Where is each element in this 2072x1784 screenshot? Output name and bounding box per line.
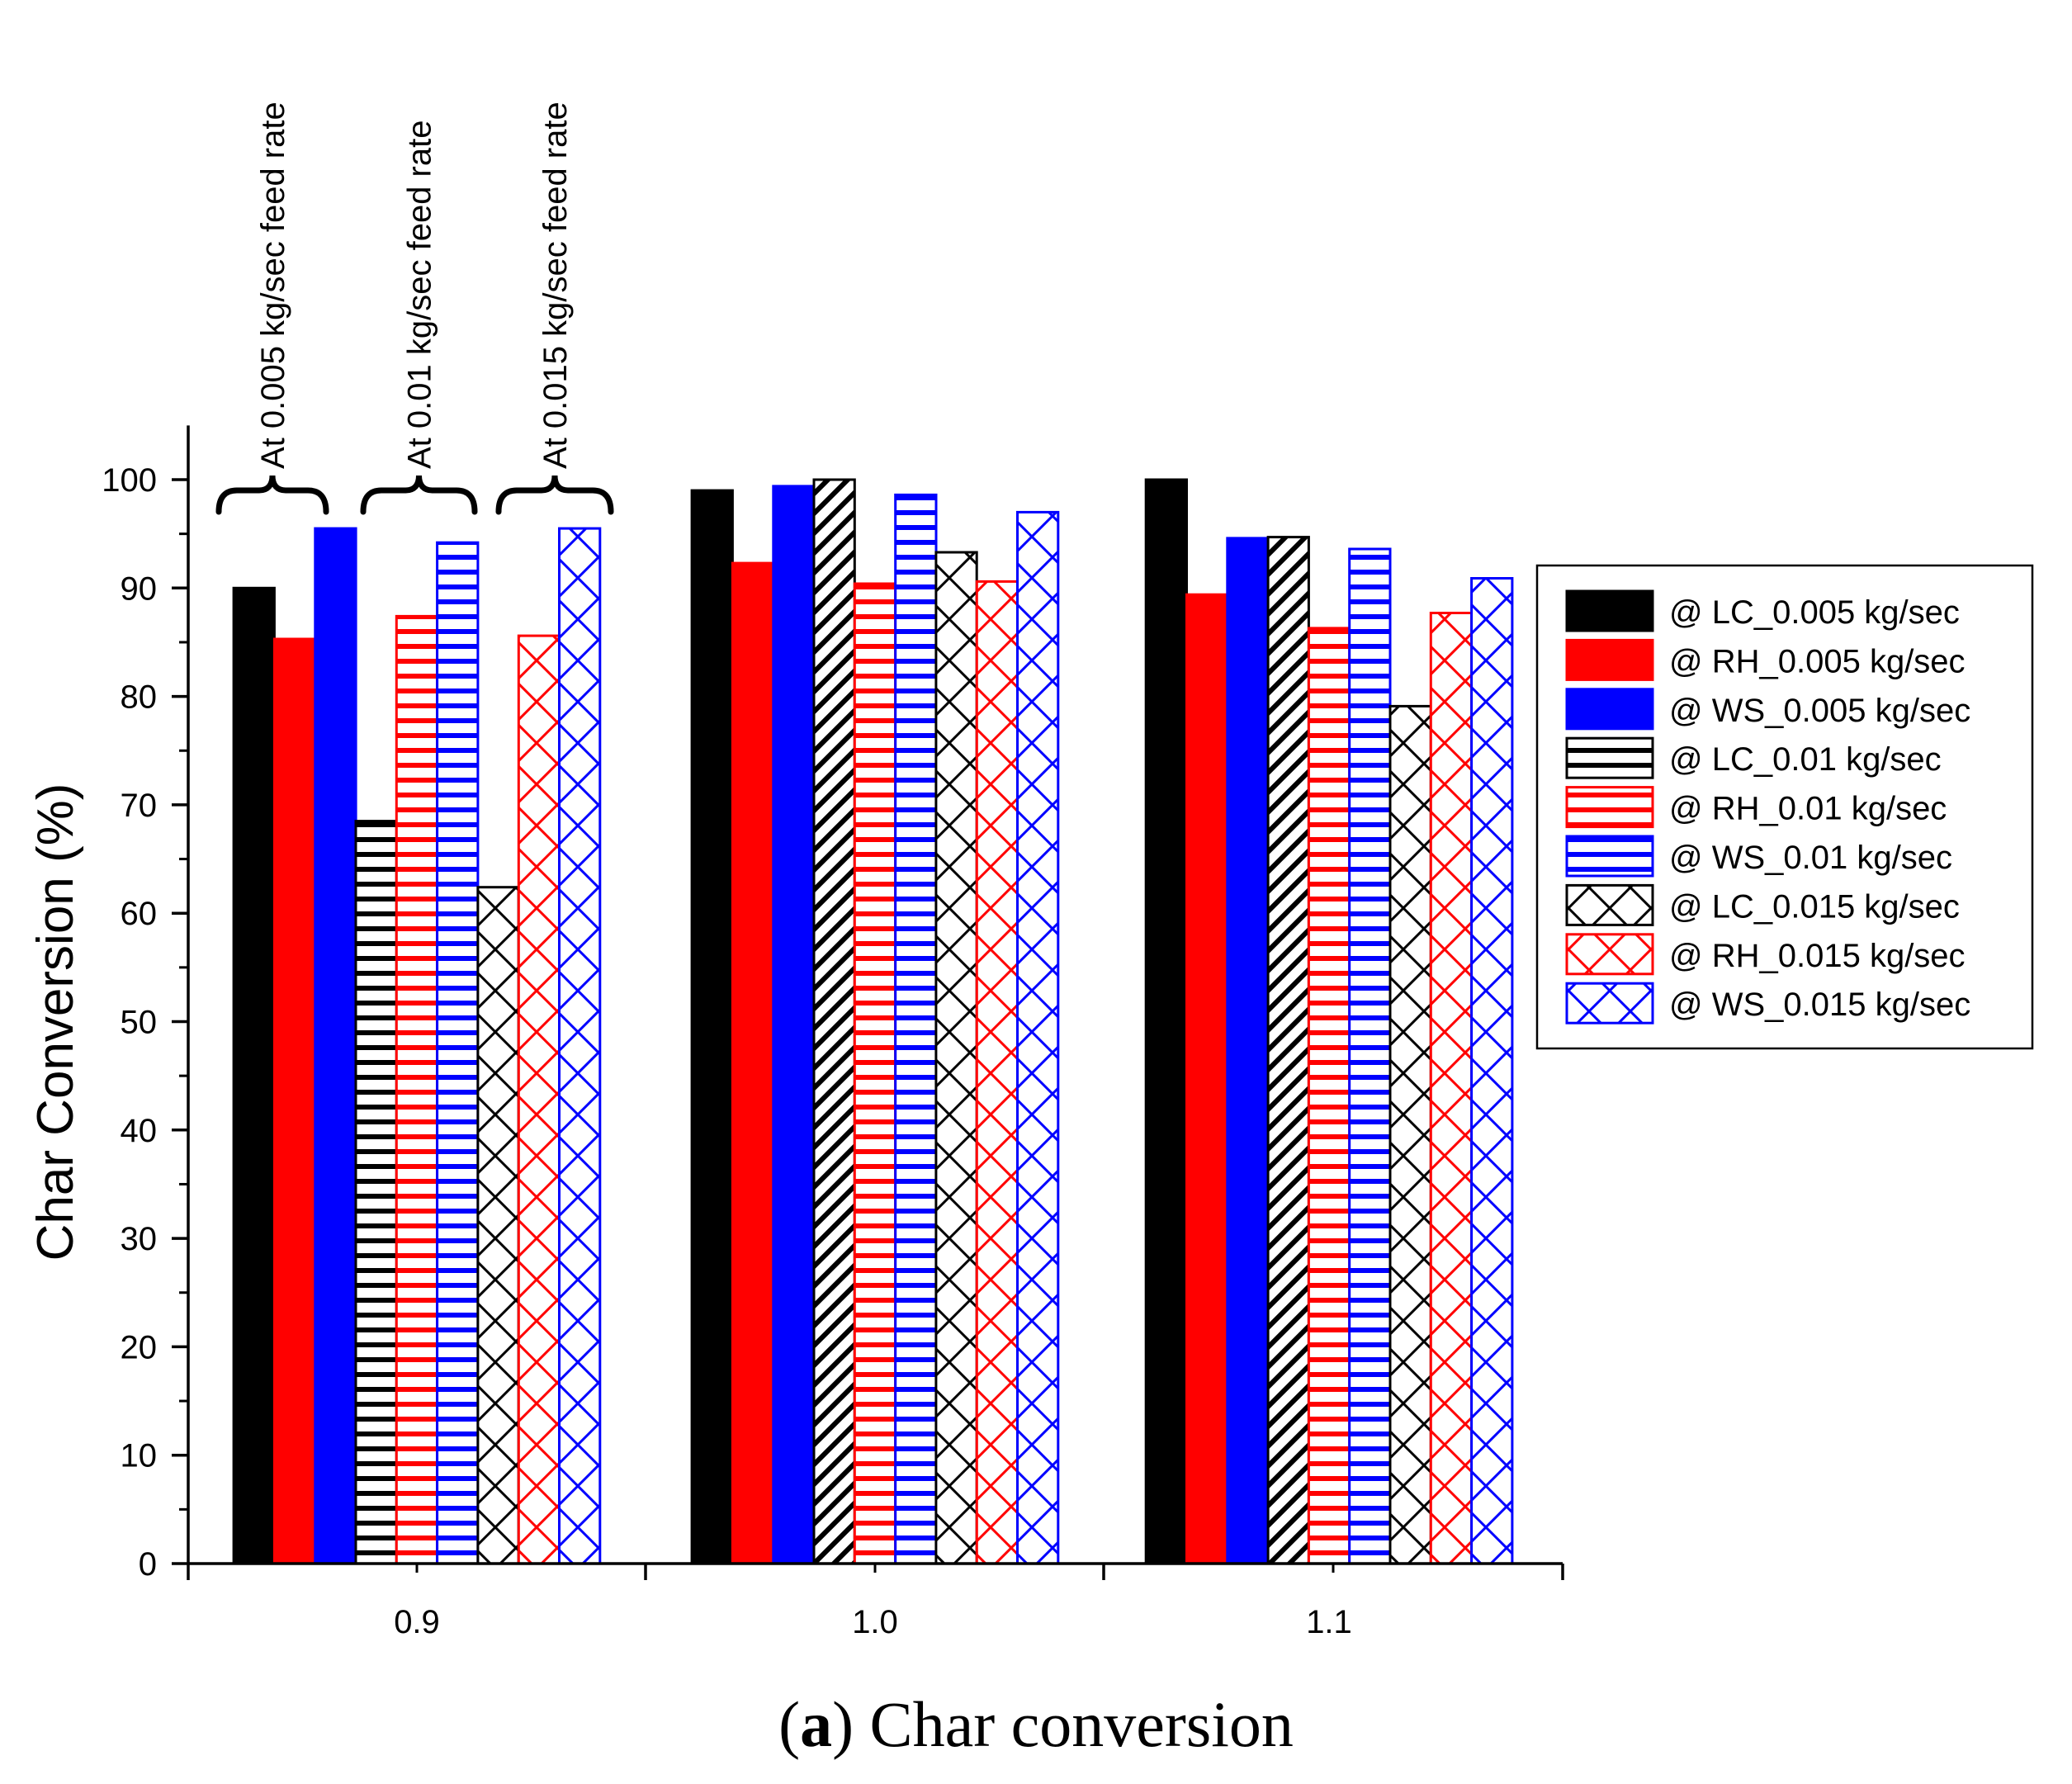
bar-1-4 (853, 582, 897, 1565)
y-tick-label: 100 (102, 462, 157, 499)
annotation-label: At 0.015 kg/sec feed rate (537, 102, 574, 469)
bar-2-3 (1266, 536, 1310, 1565)
bar-1-8 (1016, 510, 1060, 1565)
bar-2-8 (1470, 577, 1514, 1565)
y-tick-label: 30 (121, 1221, 158, 1257)
legend: @ LC_0.005 kg/sec @ RH_0.005 kg/sec @ WS_0… (1535, 564, 2034, 1050)
legend-swatch (1565, 589, 1654, 632)
x-tick-label: 1.1 (1306, 1604, 1352, 1640)
bar-0-1 (272, 637, 317, 1565)
bar-0-4 (395, 614, 439, 1565)
legend-swatch (1565, 688, 1654, 731)
legend-label: @ WS_0.005 kg/sec (1669, 693, 1970, 729)
bar-0-2 (314, 527, 357, 1565)
annotation-brace (495, 475, 614, 515)
y-tick-label: 10 (121, 1438, 158, 1474)
x-tick-label: 0.9 (394, 1604, 440, 1640)
y-axis-title: Char Conversion (%) (27, 783, 84, 1261)
legend-label: @ WS_0.01 kg/sec (1669, 840, 1952, 876)
bar-1-0 (690, 489, 734, 1565)
legend-swatch (1565, 933, 1654, 976)
legend-swatch (1565, 638, 1654, 681)
legend-swatch (1565, 982, 1654, 1024)
bar-2-1 (1185, 593, 1229, 1565)
bar-0-6 (476, 886, 520, 1565)
legend-label: @ RH_0.015 kg/sec (1669, 938, 1966, 974)
bar-1-5 (894, 493, 938, 1565)
y-tick-label: 20 (121, 1329, 158, 1365)
legend-label: @ WS_0.015 kg/sec (1669, 987, 1970, 1023)
legend-label: @ RH_0.005 kg/sec (1669, 643, 1966, 679)
bar-1-7 (975, 580, 1019, 1565)
axes-layer: 0 10 20 30 40 50 60 70 80 90 100 0.9 1.0 1.1 Char Conv… (27, 425, 1564, 1640)
bar-2-7 (1429, 612, 1474, 1565)
caption-text: Char conversion (854, 1688, 1294, 1760)
y-tick-label: 80 (121, 679, 158, 716)
bar-2-2 (1226, 537, 1270, 1565)
legend-swatch (1565, 835, 1654, 878)
legend-label: @ LC_0.015 kg/sec (1669, 888, 1960, 925)
legend-label: @ LC_0.01 kg/sec (1669, 741, 1942, 778)
bar-1-1 (731, 561, 775, 1565)
legend-swatch (1565, 736, 1654, 779)
bar-2-5 (1348, 547, 1392, 1565)
x-tick-label: 1.0 (852, 1604, 898, 1640)
y-tick-label: 40 (121, 1113, 158, 1149)
bar-0-5 (436, 541, 480, 1565)
legend-label: @ LC_0.005 kg/sec (1669, 594, 1960, 631)
annotation-label: At 0.01 kg/sec feed rate (402, 121, 438, 469)
bar-2-0 (1144, 478, 1188, 1565)
y-tick-label: 90 (121, 570, 158, 607)
legend-swatch (1565, 883, 1654, 926)
legend-label: @ RH_0.01 kg/sec (1669, 791, 1947, 827)
bar-0-8 (558, 527, 602, 1565)
annotation-brace (215, 475, 329, 515)
y-tick-label: 70 (121, 788, 158, 824)
bar-2-6 (1388, 704, 1432, 1565)
figure-caption: (a) Char conversion (778, 1688, 1294, 1760)
bar-0-3 (354, 820, 398, 1565)
bar-0-0 (232, 586, 276, 1565)
bars-layer (232, 478, 1514, 1565)
y-tick-label: 0 (139, 1546, 157, 1583)
y-tick-label: 50 (121, 1005, 158, 1041)
bar-1-2 (772, 485, 816, 1565)
caption-label: a (800, 1688, 832, 1760)
annotation-brace (360, 475, 478, 515)
bar-1-6 (934, 551, 978, 1565)
annotation-label: At 0.005 kg/sec feed rate (255, 102, 291, 469)
bar-1-3 (812, 478, 856, 1565)
y-tick-label: 60 (121, 896, 158, 932)
bar-2-4 (1307, 627, 1351, 1565)
annotations-layer: At 0.005 kg/sec feed rate At 0.01 kg/sec … (215, 102, 614, 515)
bar-0-7 (517, 634, 561, 1565)
legend-swatch (1565, 786, 1654, 829)
